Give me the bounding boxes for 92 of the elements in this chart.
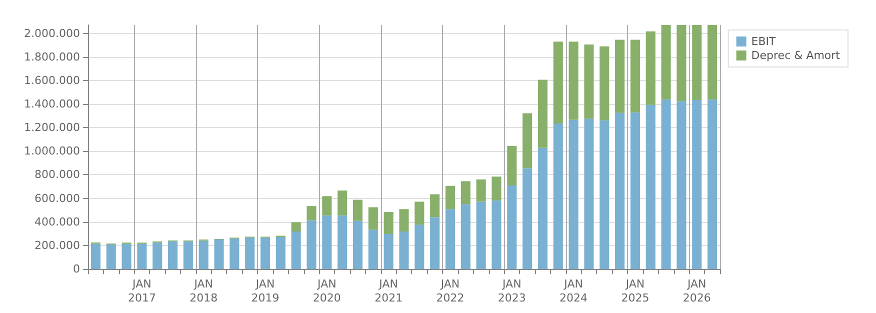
x-tick-label: JAN 2026: [682, 278, 711, 304]
bar: [306, 220, 316, 269]
bar: [106, 244, 116, 269]
bar: [600, 46, 610, 120]
bar: [584, 118, 594, 269]
bar: [553, 124, 563, 269]
bar: [384, 212, 394, 234]
bar: [584, 44, 594, 119]
y-tick-label: 1.600.000: [24, 74, 80, 87]
x-tick-label: JAN 2024: [560, 278, 588, 304]
bar: [522, 113, 532, 168]
y-tick-label: 600.000: [34, 192, 80, 205]
bar: [260, 238, 270, 269]
bar: [492, 200, 502, 269]
bar: [168, 241, 178, 269]
bar: [646, 104, 656, 269]
x-tick-label: JAN 2023: [498, 278, 526, 304]
legend-label: EBIT: [751, 35, 776, 48]
bar: [430, 217, 440, 269]
y-tick-label: 200.000: [34, 238, 80, 252]
bar: [692, 25, 702, 100]
x-tick-label: JAN 2025: [621, 278, 650, 304]
bar: [522, 168, 532, 269]
x-tick-label: JAN 2020: [312, 278, 341, 304]
bar: [692, 100, 702, 269]
y-tick-label: 800.000: [34, 168, 80, 182]
bar: [630, 112, 640, 269]
bar: [553, 42, 563, 124]
bar: [368, 207, 378, 230]
bar: [460, 204, 470, 269]
bar: [414, 224, 424, 269]
bar: [492, 176, 502, 200]
bar: [445, 209, 456, 269]
bar: [476, 202, 486, 269]
bar: [245, 238, 255, 269]
bar: [276, 237, 286, 269]
y-tick-label: 2.000.000: [24, 26, 80, 40]
bar: [414, 202, 424, 225]
bar: [338, 215, 348, 269]
bar: [368, 230, 378, 269]
bar: [322, 215, 332, 269]
y-tick-label: 1.800.000: [24, 50, 80, 64]
bar: [460, 181, 470, 204]
bar: [399, 232, 409, 269]
bar: [568, 120, 578, 269]
bar: [384, 234, 394, 269]
y-tick-label: 1.200.000: [24, 121, 80, 134]
bar: [198, 240, 208, 269]
x-tick-label: JAN 2022: [436, 278, 464, 304]
bar: [615, 40, 625, 113]
bar: [568, 42, 578, 120]
y-tick-label: 400.000: [34, 215, 80, 228]
bar: [137, 244, 147, 269]
bar: [430, 194, 440, 218]
bar: [661, 25, 671, 100]
x-tick-label: JAN 2019: [251, 278, 280, 304]
y-tick-label: 0: [73, 262, 80, 276]
bar: [352, 220, 363, 269]
bar: [291, 232, 301, 269]
bar: [152, 242, 162, 269]
bar: [708, 25, 718, 100]
bar: [615, 112, 625, 269]
bar: [183, 241, 193, 269]
bar: [322, 196, 332, 216]
bar: [676, 101, 686, 269]
bar: [214, 240, 224, 269]
bar: [708, 99, 718, 269]
legend-label: Deprec & Amort: [751, 49, 841, 62]
bar: [352, 200, 363, 221]
y-tick-label: 1.000.000: [24, 144, 80, 158]
x-tick-label: JAN 2017: [128, 278, 156, 304]
x-tick-label: JAN 2021: [374, 278, 403, 304]
bar: [646, 31, 656, 105]
bar: [538, 148, 548, 269]
bar: [291, 222, 301, 232]
bar: [507, 146, 517, 186]
bar: [90, 244, 100, 269]
bar: [661, 99, 671, 269]
bar: [538, 80, 548, 148]
x-tick-label: JAN 2018: [190, 278, 218, 304]
y-tick-label: 1.400.000: [24, 97, 80, 110]
bar: [630, 40, 640, 112]
bar: [306, 206, 316, 220]
bar: [445, 186, 456, 210]
bar: [122, 244, 132, 269]
bar: [600, 120, 610, 269]
bar: [338, 190, 348, 216]
bar: [676, 25, 686, 102]
bar: [507, 186, 517, 269]
bar: [399, 209, 409, 232]
bar: [230, 238, 240, 269]
bar: [476, 179, 486, 202]
